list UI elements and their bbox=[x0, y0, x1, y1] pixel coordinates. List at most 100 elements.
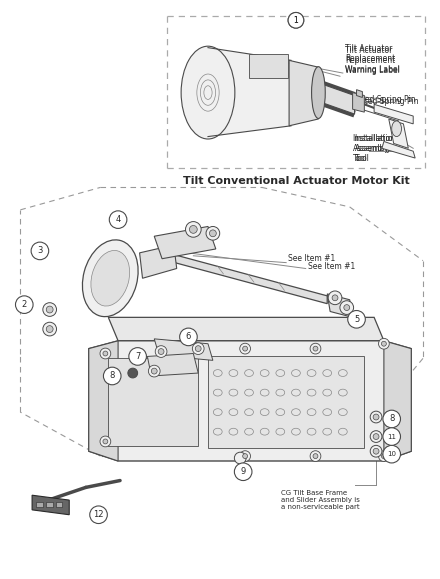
Text: Installation
Assembly
Tool: Installation Assembly Tool bbox=[355, 134, 398, 163]
Circle shape bbox=[31, 242, 49, 260]
Polygon shape bbox=[389, 119, 408, 148]
Text: Tilt Conventional Actuator Motor Kit: Tilt Conventional Actuator Motor Kit bbox=[183, 175, 409, 186]
Polygon shape bbox=[32, 495, 69, 515]
Text: Tilt Actuator
Replacement
Warning Label: Tilt Actuator Replacement Warning Label bbox=[345, 44, 400, 74]
Circle shape bbox=[195, 346, 201, 351]
Circle shape bbox=[378, 450, 389, 461]
Polygon shape bbox=[108, 358, 198, 446]
Circle shape bbox=[288, 13, 304, 28]
Circle shape bbox=[100, 348, 111, 359]
Circle shape bbox=[151, 368, 157, 374]
Polygon shape bbox=[319, 83, 355, 114]
Circle shape bbox=[209, 230, 216, 237]
Circle shape bbox=[180, 328, 197, 346]
Text: 1: 1 bbox=[293, 16, 298, 25]
Text: 10: 10 bbox=[387, 451, 396, 457]
Polygon shape bbox=[147, 354, 198, 376]
Circle shape bbox=[240, 450, 250, 461]
Polygon shape bbox=[374, 104, 413, 124]
Circle shape bbox=[103, 439, 108, 444]
Text: See Item #1: See Item #1 bbox=[288, 254, 335, 263]
Circle shape bbox=[328, 291, 342, 305]
Polygon shape bbox=[154, 226, 216, 259]
Circle shape bbox=[340, 301, 354, 314]
Circle shape bbox=[378, 338, 389, 349]
FancyBboxPatch shape bbox=[46, 502, 53, 507]
Polygon shape bbox=[352, 93, 364, 112]
Circle shape bbox=[103, 367, 121, 385]
Polygon shape bbox=[289, 60, 319, 126]
FancyBboxPatch shape bbox=[55, 502, 62, 507]
Polygon shape bbox=[89, 341, 411, 461]
Circle shape bbox=[288, 13, 304, 28]
Text: 4: 4 bbox=[115, 215, 121, 224]
Circle shape bbox=[370, 431, 382, 442]
Polygon shape bbox=[154, 339, 213, 360]
Text: Slotted Spring Pin: Slotted Spring Pin bbox=[350, 97, 418, 107]
Circle shape bbox=[90, 506, 107, 523]
FancyBboxPatch shape bbox=[36, 502, 43, 507]
Circle shape bbox=[240, 343, 250, 354]
Circle shape bbox=[15, 296, 33, 313]
Circle shape bbox=[381, 454, 386, 459]
Circle shape bbox=[313, 454, 318, 459]
Text: Installation
Assembly
Tool: Installation Assembly Tool bbox=[352, 134, 396, 163]
Ellipse shape bbox=[181, 46, 235, 139]
Circle shape bbox=[46, 325, 53, 332]
Circle shape bbox=[148, 365, 160, 377]
Circle shape bbox=[100, 436, 111, 447]
Circle shape bbox=[192, 343, 204, 354]
Polygon shape bbox=[175, 255, 327, 303]
Polygon shape bbox=[208, 357, 364, 448]
Circle shape bbox=[313, 346, 318, 351]
Circle shape bbox=[243, 346, 248, 351]
Circle shape bbox=[310, 343, 321, 354]
Circle shape bbox=[370, 411, 382, 423]
Polygon shape bbox=[384, 341, 411, 461]
Text: Slotted Spring Pin: Slotted Spring Pin bbox=[347, 94, 415, 104]
Circle shape bbox=[381, 341, 386, 346]
Circle shape bbox=[155, 346, 167, 357]
Circle shape bbox=[310, 450, 321, 461]
Polygon shape bbox=[108, 317, 384, 341]
Text: 9: 9 bbox=[241, 467, 246, 477]
Circle shape bbox=[370, 445, 382, 457]
Circle shape bbox=[103, 351, 108, 356]
Text: 3: 3 bbox=[37, 247, 43, 255]
Circle shape bbox=[109, 211, 127, 229]
Text: 8: 8 bbox=[110, 372, 115, 380]
Polygon shape bbox=[208, 47, 291, 137]
Circle shape bbox=[129, 347, 147, 365]
Ellipse shape bbox=[392, 121, 401, 137]
Circle shape bbox=[158, 349, 164, 354]
Polygon shape bbox=[382, 141, 415, 158]
Circle shape bbox=[43, 323, 56, 336]
Ellipse shape bbox=[312, 67, 325, 119]
Text: 2: 2 bbox=[22, 300, 27, 309]
Text: CG Tilt Base Frame
and Slider Assembly is
a non-serviceable part: CG Tilt Base Frame and Slider Assembly i… bbox=[281, 490, 360, 510]
Text: See Item #1: See Item #1 bbox=[308, 262, 355, 271]
Circle shape bbox=[348, 310, 365, 328]
Text: 8: 8 bbox=[389, 415, 394, 423]
Polygon shape bbox=[356, 90, 363, 97]
Circle shape bbox=[373, 448, 379, 454]
Ellipse shape bbox=[91, 251, 130, 306]
Circle shape bbox=[243, 454, 248, 459]
Text: 12: 12 bbox=[93, 510, 104, 519]
FancyBboxPatch shape bbox=[249, 54, 288, 78]
Text: 11: 11 bbox=[387, 434, 396, 439]
Polygon shape bbox=[89, 341, 118, 461]
Circle shape bbox=[43, 303, 56, 316]
Circle shape bbox=[206, 226, 220, 240]
Text: Tilt Actuator
Replacement
Warning Label: Tilt Actuator Replacement Warning Label bbox=[345, 46, 400, 75]
Polygon shape bbox=[139, 245, 177, 278]
Circle shape bbox=[332, 295, 338, 301]
Circle shape bbox=[190, 225, 197, 233]
Text: 6: 6 bbox=[186, 332, 191, 342]
Text: 1: 1 bbox=[293, 16, 298, 25]
Polygon shape bbox=[327, 294, 352, 317]
Circle shape bbox=[235, 463, 252, 481]
Circle shape bbox=[383, 428, 400, 445]
Ellipse shape bbox=[82, 240, 138, 317]
Circle shape bbox=[186, 222, 201, 237]
